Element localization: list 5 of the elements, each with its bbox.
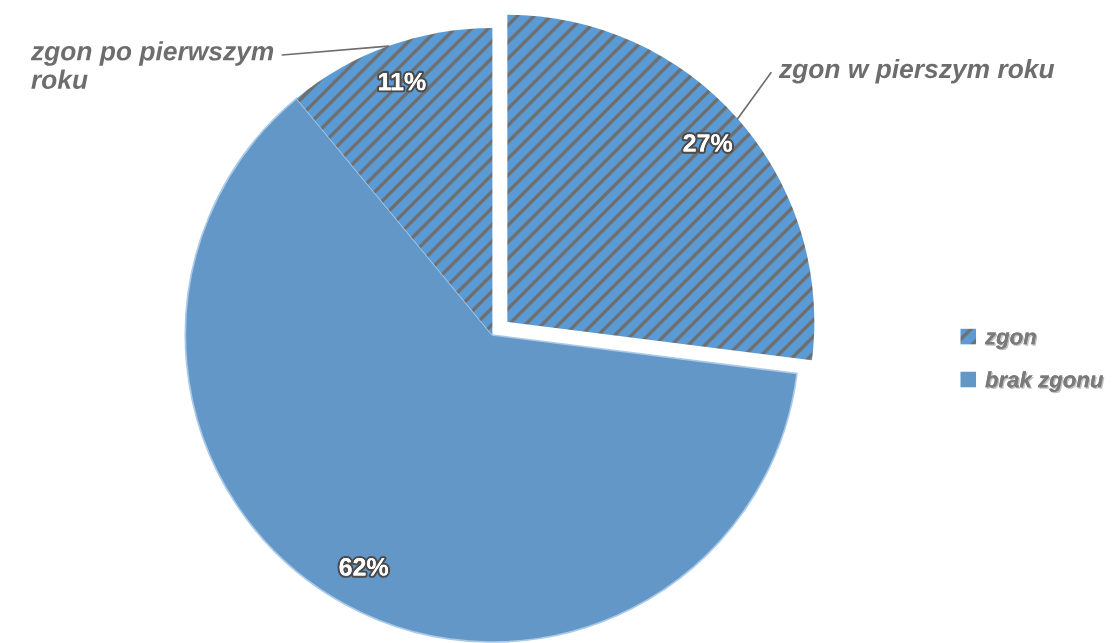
text: zgon w pierszym roku bbox=[778, 58, 1055, 84]
legend-label: brak zgonu bbox=[985, 371, 1105, 394]
text: zgon po pierwszym roku bbox=[30, 41, 274, 89]
legend-label: zgon bbox=[984, 332, 1038, 351]
data-label: 62% bbox=[339, 558, 389, 576]
